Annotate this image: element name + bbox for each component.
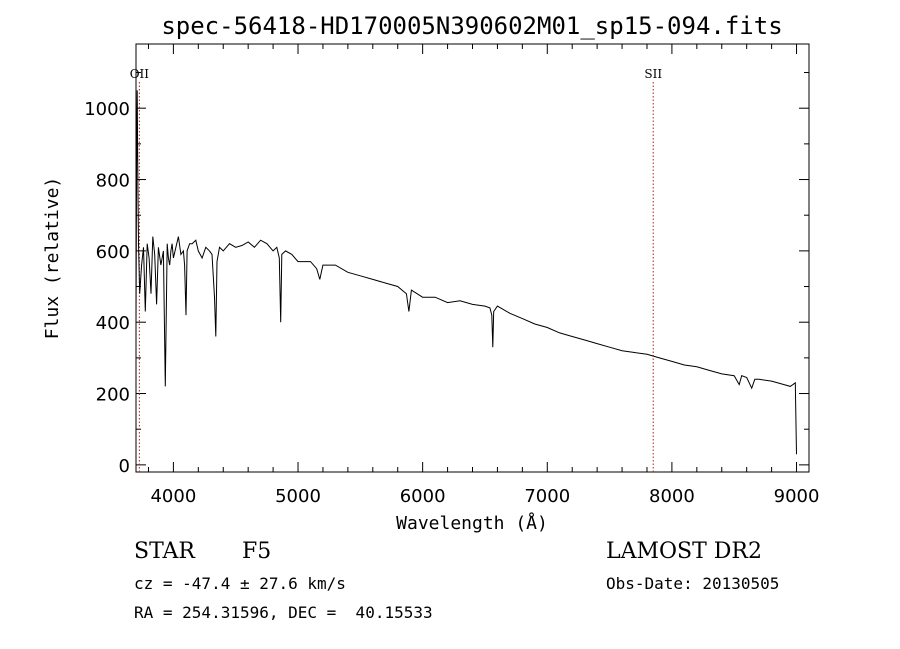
coordinates: RA = 254.31596, DEC = 40.15533 — [134, 603, 433, 622]
x-tick-label: 5000 — [275, 486, 321, 507]
y-axis: 0 200 400 600 800 1000 — [84, 72, 809, 477]
x-tick-label: 6000 — [400, 486, 446, 507]
plot-frame — [135, 43, 810, 473]
y-tick-label: 600 — [96, 242, 130, 263]
chart-title: spec-56418-HD170005N390602M01_sp15-094.f… — [161, 12, 782, 40]
x-axis: 4000 5000 6000 7000 8000 9000 — [147, 44, 820, 507]
x-tick-label: 7000 — [524, 486, 570, 507]
survey-name: LAMOST DR2 — [606, 539, 762, 564]
y-tick-label: 200 — [96, 385, 130, 406]
y-tick-label: 800 — [96, 171, 130, 192]
line-marker-label: OII — [130, 67, 150, 81]
y-axis-label: Flux (relative) — [42, 177, 63, 340]
spectrum-line — [135, 90, 797, 455]
x-tick-label: 9000 — [774, 486, 820, 507]
object-subclass: F5 — [242, 539, 272, 564]
object-class: STAR — [134, 539, 195, 564]
y-tick-label: 400 — [96, 313, 130, 334]
x-axis-label: Wavelength (Å) — [396, 512, 548, 534]
y-tick-label: 1000 — [84, 99, 130, 120]
observation-date: Obs-Date: 20130505 — [606, 574, 780, 593]
redshift-velocity: cz = -47.4 ± 27.6 km/s — [134, 574, 346, 593]
line-annotations: OII SII — [130, 67, 662, 472]
x-tick-label: 4000 — [150, 486, 196, 507]
x-tick-label: 8000 — [649, 486, 695, 507]
y-tick-label: 0 — [119, 456, 130, 477]
line-marker-label: SII — [644, 67, 662, 81]
